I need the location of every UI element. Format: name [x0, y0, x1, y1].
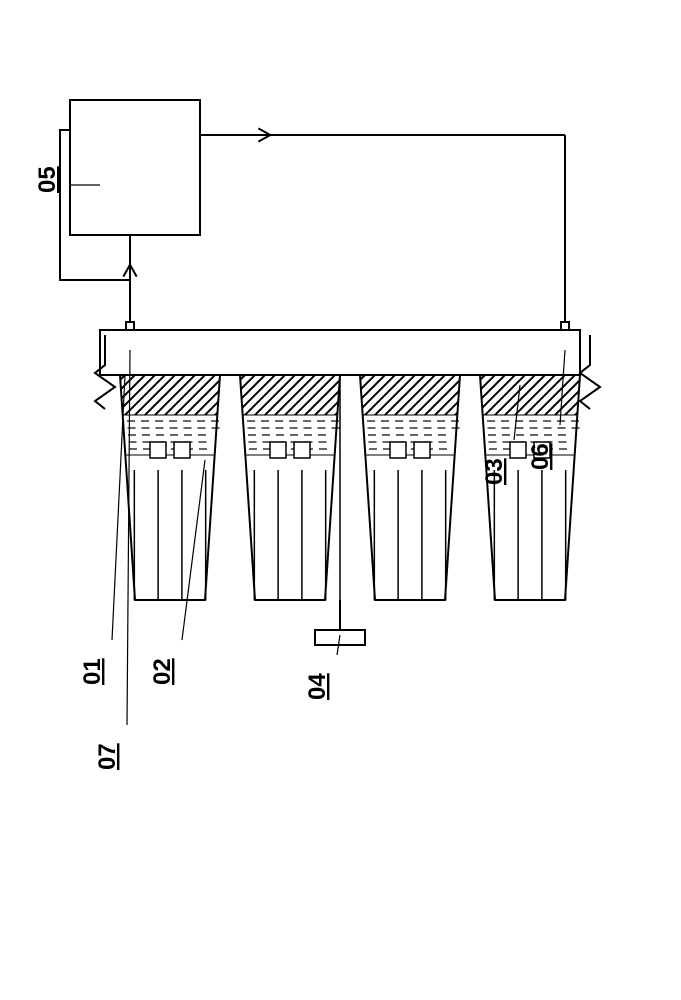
label-02: 02: [149, 658, 176, 685]
label-06: 06: [527, 443, 554, 470]
label-07: 07: [94, 743, 121, 770]
label-01: 01: [79, 658, 106, 685]
label-03: 03: [481, 458, 508, 485]
label-04: 04: [304, 673, 331, 700]
label-05: 05: [34, 166, 61, 193]
